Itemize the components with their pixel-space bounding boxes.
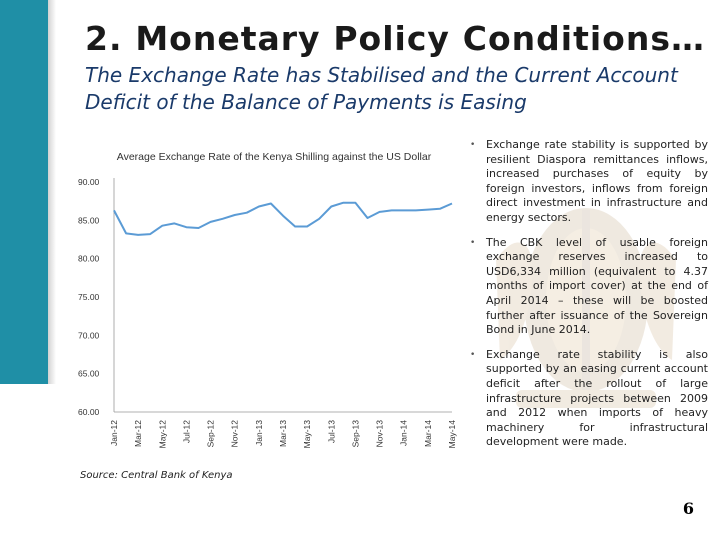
left-accent-strip — [0, 0, 48, 384]
y-tick-label: 85.00 — [78, 215, 100, 225]
y-tick-label: 90.00 — [78, 177, 100, 187]
x-tick-label: Mar-12 — [133, 420, 143, 447]
heading-word-conditions: Conditions… — [462, 18, 705, 58]
y-tick-label: 75.00 — [78, 292, 100, 302]
y-tick-label: 60.00 — [78, 407, 100, 417]
slide-heading: 2. Monetary Policy Conditions… — [85, 14, 705, 62]
series-line-exchange-rate — [113, 201, 453, 236]
chart-title: Average Exchange Rate of the Kenya Shill… — [117, 151, 432, 163]
x-tick-label: Sep-13 — [350, 420, 360, 448]
slide-subtitle: The Exchange Rate has Stabilised and the… — [85, 63, 678, 114]
bullet-item-reserves: • The CBK level of usable foreign exchan… — [470, 236, 708, 338]
x-tick-label: Jul-12 — [181, 420, 191, 443]
x-tick-label: Nov-13 — [375, 420, 385, 448]
x-tick-label: Jul-13 — [326, 420, 336, 443]
x-tick-label: Nov-12 — [230, 420, 240, 448]
source-note: Source: Central Bank of Kenya — [80, 470, 233, 481]
bullet-marker: • — [470, 349, 476, 360]
y-tick-label: 70.00 — [78, 330, 100, 340]
y-tick-label: 80.00 — [78, 254, 100, 264]
x-tick-label: Jan-13 — [254, 420, 264, 446]
slide-header-background — [0, 0, 720, 132]
heading-word-monetary: Monetary — [135, 18, 321, 58]
bullet-text: Exchange rate stability is also supporte… — [486, 347, 708, 449]
bullet-item-diaspora: • Exchange rate stability is supported b… — [470, 138, 708, 226]
x-tick-label: Mar-13 — [278, 420, 288, 447]
heading-word-policy: Policy — [333, 18, 450, 58]
bullet-marker: • — [470, 140, 476, 150]
bullet-text: Exchange rate stability is supported by … — [486, 138, 708, 224]
heading-number: 2. — [85, 18, 123, 58]
bullet-text: The CBK level of usable foreign exchange… — [486, 235, 708, 337]
bullet-item-current-account: • Exchange rate stability is also suppor… — [470, 348, 708, 450]
left-accent-shadow — [48, 0, 56, 384]
x-tick-label: Mar-14 — [423, 420, 433, 447]
x-tick-label: May-13 — [302, 420, 312, 449]
bullet-list: • Exchange rate stability is supported b… — [470, 138, 708, 460]
exchange-rate-line-chart: Average Exchange Rate of the Kenya Shill… — [78, 151, 457, 449]
x-tick-label: May-12 — [157, 420, 167, 449]
y-axis: 90.00 85.00 80.00 75.00 70.00 65.00 60.00 — [78, 177, 115, 417]
exchange-rate-chart-panel: Average Exchange Rate of the Kenya Shill… — [74, 140, 458, 484]
series-group — [113, 201, 453, 236]
bullet-marker: • — [470, 237, 476, 248]
x-tick-label: Sep-12 — [206, 420, 216, 448]
x-axis: Jan-12 Mar-12 May-12 Jul-12 Sep-12 Nov-12 Jan-… — [109, 411, 457, 449]
page-number: 6 — [682, 499, 694, 518]
x-tick-label: Jan-14 — [399, 420, 409, 446]
x-tick-label: May-14 — [447, 420, 457, 449]
y-tick-label: 65.00 — [78, 369, 100, 379]
x-tick-label: Jan-12 — [109, 420, 119, 446]
